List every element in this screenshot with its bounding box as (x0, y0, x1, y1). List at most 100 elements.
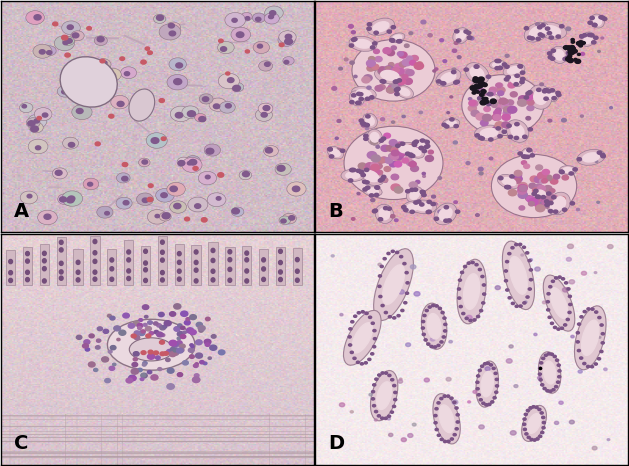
Circle shape (478, 85, 482, 88)
Circle shape (228, 78, 234, 82)
Circle shape (508, 106, 517, 113)
Circle shape (421, 191, 425, 194)
Circle shape (547, 52, 552, 55)
Circle shape (375, 86, 382, 91)
Circle shape (425, 156, 433, 162)
Circle shape (474, 65, 479, 68)
Circle shape (555, 359, 559, 361)
Circle shape (190, 315, 196, 320)
Circle shape (523, 135, 527, 138)
Circle shape (382, 80, 386, 83)
Circle shape (172, 351, 179, 355)
Circle shape (484, 107, 491, 111)
Circle shape (529, 183, 536, 188)
Ellipse shape (110, 267, 114, 271)
Circle shape (392, 405, 396, 408)
Circle shape (494, 372, 497, 375)
Ellipse shape (43, 251, 46, 255)
Circle shape (133, 321, 140, 326)
Circle shape (377, 374, 381, 376)
Circle shape (83, 178, 99, 190)
Circle shape (519, 305, 522, 307)
Circle shape (542, 179, 547, 183)
Circle shape (496, 385, 499, 387)
Circle shape (199, 329, 203, 332)
Circle shape (516, 173, 521, 177)
Circle shape (359, 171, 364, 174)
Ellipse shape (350, 91, 364, 106)
Circle shape (478, 268, 481, 271)
Circle shape (352, 40, 435, 101)
Circle shape (167, 182, 186, 196)
Ellipse shape (60, 57, 117, 107)
Circle shape (153, 14, 166, 23)
Circle shape (437, 344, 440, 347)
Circle shape (471, 261, 474, 264)
Ellipse shape (26, 270, 30, 274)
Circle shape (71, 31, 84, 41)
Circle shape (467, 36, 472, 39)
Circle shape (406, 281, 409, 284)
Circle shape (269, 15, 274, 19)
Circle shape (72, 33, 79, 38)
Circle shape (364, 168, 369, 171)
Circle shape (594, 311, 598, 313)
Ellipse shape (9, 260, 13, 264)
Circle shape (148, 350, 153, 354)
Circle shape (482, 114, 492, 121)
Circle shape (496, 108, 501, 112)
Circle shape (443, 330, 447, 332)
Circle shape (545, 203, 549, 206)
Circle shape (145, 315, 148, 318)
Circle shape (567, 58, 574, 62)
Circle shape (499, 98, 507, 104)
Ellipse shape (26, 278, 30, 282)
Circle shape (578, 370, 582, 373)
Circle shape (161, 334, 165, 336)
Circle shape (263, 106, 270, 110)
Circle shape (231, 27, 250, 42)
Circle shape (337, 149, 342, 152)
Circle shape (577, 350, 581, 352)
Ellipse shape (542, 88, 558, 102)
Circle shape (520, 81, 524, 83)
Circle shape (126, 378, 133, 383)
Circle shape (582, 363, 586, 365)
Circle shape (151, 375, 158, 380)
Ellipse shape (482, 96, 496, 103)
Circle shape (391, 154, 399, 159)
Circle shape (553, 355, 556, 357)
Circle shape (576, 332, 579, 334)
Circle shape (379, 139, 384, 142)
Circle shape (367, 62, 375, 67)
Circle shape (529, 259, 532, 261)
Circle shape (142, 160, 148, 164)
Circle shape (546, 301, 549, 303)
Circle shape (413, 141, 417, 144)
Circle shape (577, 54, 581, 55)
Circle shape (157, 324, 162, 327)
Circle shape (504, 270, 508, 272)
Ellipse shape (506, 120, 529, 142)
Ellipse shape (481, 371, 493, 397)
Circle shape (479, 92, 485, 96)
Circle shape (348, 344, 352, 346)
Circle shape (523, 155, 528, 158)
Circle shape (405, 272, 408, 274)
Circle shape (163, 325, 167, 328)
Circle shape (514, 384, 518, 388)
Circle shape (196, 353, 203, 358)
Ellipse shape (381, 70, 399, 81)
Circle shape (209, 98, 227, 111)
Circle shape (391, 46, 396, 50)
Circle shape (455, 210, 460, 213)
Text: B: B (328, 202, 343, 221)
Circle shape (407, 144, 415, 151)
Circle shape (391, 39, 395, 42)
Circle shape (406, 292, 409, 295)
Circle shape (367, 60, 376, 67)
Circle shape (454, 141, 457, 144)
Circle shape (469, 100, 476, 105)
Circle shape (489, 138, 493, 141)
Circle shape (370, 96, 374, 99)
